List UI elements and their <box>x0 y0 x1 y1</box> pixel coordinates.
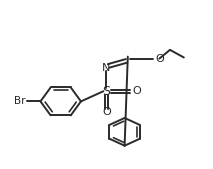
Text: N: N <box>102 63 111 74</box>
Text: O: O <box>155 54 164 64</box>
Text: Br: Br <box>14 96 26 106</box>
Text: O: O <box>132 86 141 96</box>
Text: S: S <box>102 85 111 98</box>
Text: O: O <box>102 107 111 117</box>
